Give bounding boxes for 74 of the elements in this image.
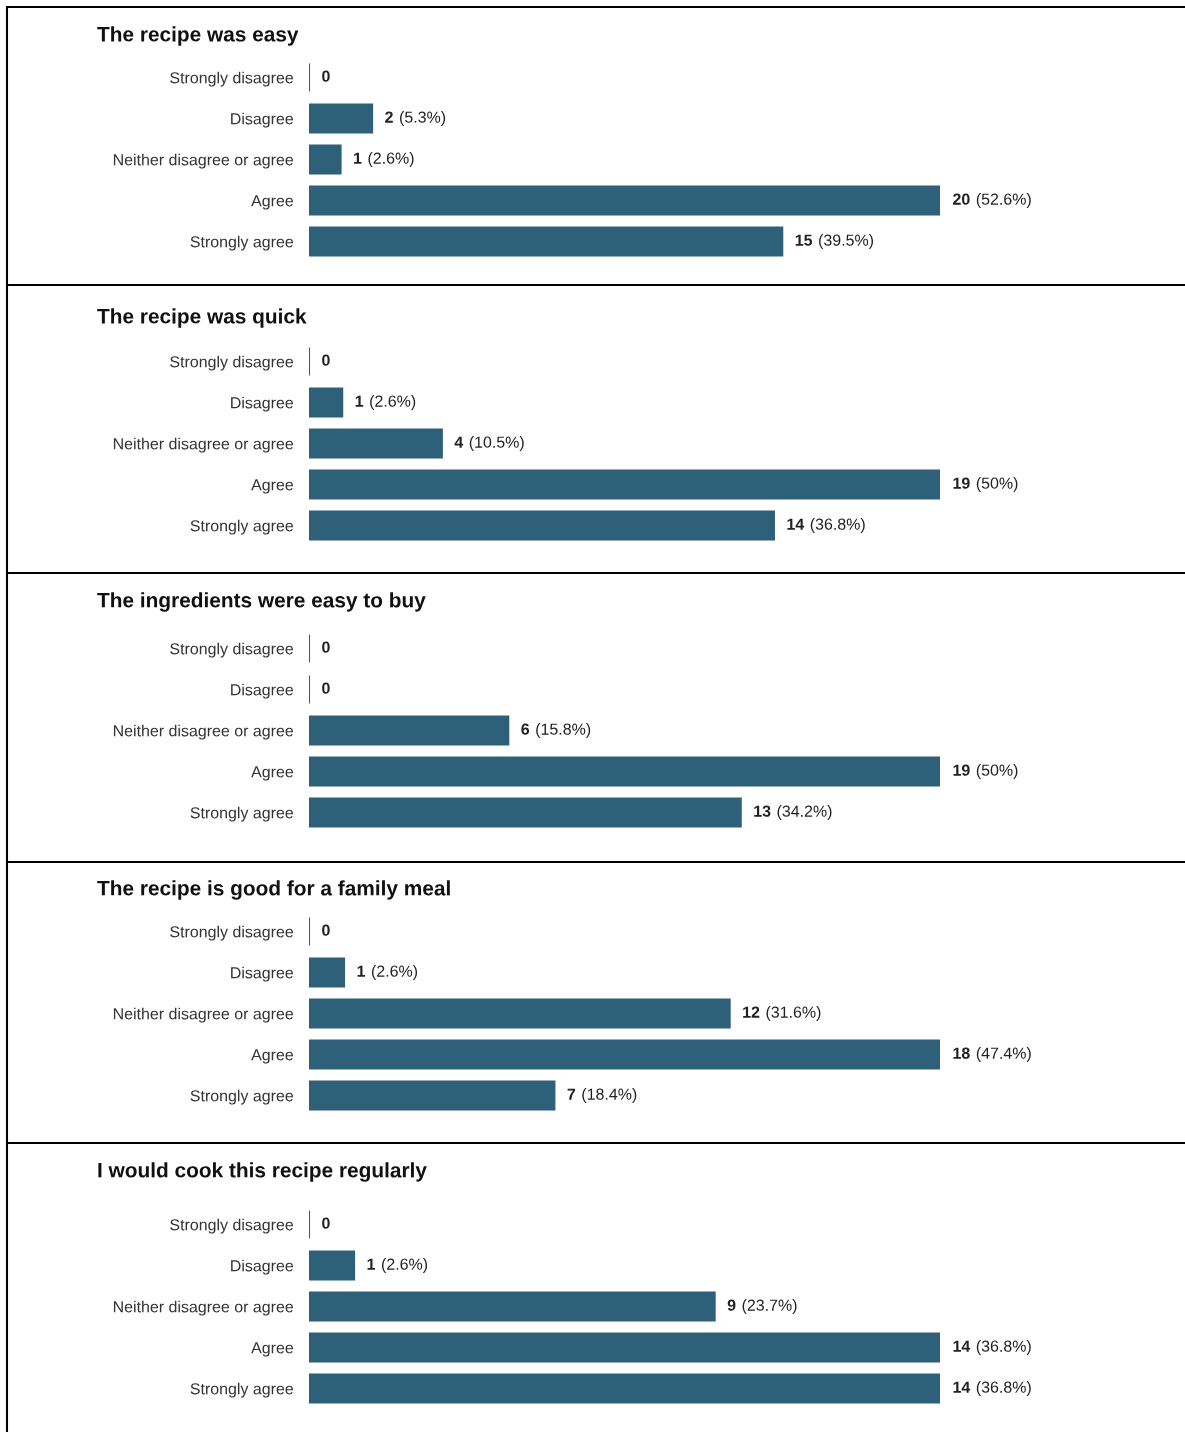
y-tick-label: Agree: [251, 766, 294, 781]
y-tick-label: Strongly agree: [190, 1382, 294, 1398]
y-tick-label: Strongly agree: [190, 235, 294, 251]
y-tick-label: Strongly disagree: [170, 925, 294, 941]
y-tick-label: Agree: [251, 195, 294, 210]
data-label: 0: [322, 70, 330, 82]
data-label: 2 (5.3%): [385, 111, 446, 126]
bar: [309, 1080, 556, 1111]
chart-title: The recipe is good for a family meal: [97, 880, 450, 900]
y-tick-label: Strongly disagree: [170, 642, 294, 658]
y-tick-label: Strongly disagree: [170, 355, 294, 371]
data-label: 20 (52.6%): [953, 193, 1031, 208]
data-label: 18 (47.4%): [953, 1047, 1031, 1062]
y-tick-label: Neither disagree or agree: [113, 724, 294, 740]
y-tick-label: Strongly agree: [190, 806, 294, 822]
y-tick-label: Disagree: [231, 396, 294, 412]
y-tick-label: Disagree: [231, 112, 294, 128]
data-label: 19 (50%): [953, 477, 1018, 492]
bar: [309, 797, 742, 828]
bar: [309, 1332, 940, 1363]
chart-title: The recipe was quick: [97, 308, 307, 328]
y-tick-label: Strongly agree: [190, 1089, 294, 1105]
y-tick-label: Strongly agree: [190, 519, 294, 535]
data-label: 12 (31.6%): [743, 1006, 821, 1021]
y-tick-label: Neither disagree or agree: [113, 1007, 294, 1023]
y-tick-label: Strongly disagree: [170, 1218, 294, 1234]
data-label: 13 (34.2%): [754, 805, 832, 820]
bar: [309, 185, 940, 216]
data-label: 19 (50%): [953, 764, 1018, 779]
data-label: 1 (2.6%): [367, 1258, 428, 1273]
bar: [309, 226, 784, 257]
y-tick-label: Neither disagree or agree: [113, 1300, 294, 1316]
bar: [309, 144, 342, 175]
data-label: 14 (36.8%): [787, 518, 865, 533]
bar: [309, 1373, 940, 1404]
data-label: 1 (2.6%): [355, 395, 416, 410]
y-tick-label: Agree: [251, 1049, 294, 1064]
y-tick-label: Strongly disagree: [170, 71, 294, 87]
y-tick-label: Agree: [251, 479, 294, 494]
data-label: 1 (2.6%): [357, 965, 418, 980]
data-label: 0: [322, 354, 330, 366]
bar: [309, 715, 510, 746]
bar: [309, 1291, 716, 1322]
chart-title: I would cook this recipe regularly: [98, 1162, 427, 1182]
data-label: 9 (23.7%): [727, 1299, 797, 1314]
data-label: 15 (39.5%): [795, 234, 873, 249]
y-tick-label: Agree: [251, 1342, 294, 1357]
data-label: 0: [322, 924, 330, 936]
bar: [309, 756, 940, 787]
y-tick-label: Disagree: [231, 683, 294, 699]
bar: [309, 957, 346, 988]
data-label: 14 (36.8%): [953, 1381, 1031, 1396]
data-label: 7 (18.4%): [567, 1088, 637, 1103]
bar: [309, 1250, 356, 1281]
bar: [309, 510, 775, 541]
y-tick-label: Neither disagree or agree: [113, 437, 294, 453]
data-label: 1 (2.6%): [354, 152, 414, 167]
bar: [309, 469, 940, 500]
bar: [309, 103, 374, 134]
bar: [309, 387, 344, 418]
bar: [309, 1039, 940, 1070]
chart-title: The ingredients were easy to buy: [97, 592, 426, 612]
data-label: 6 (15.8%): [521, 723, 591, 738]
data-label: 0: [322, 682, 330, 694]
bar: [309, 998, 731, 1029]
chart-title: The recipe was easy: [97, 26, 299, 46]
bar: [309, 428, 443, 459]
data-label: 0: [322, 641, 330, 653]
data-label: 0: [322, 1217, 330, 1229]
data-label: 4 (10.5%): [454, 436, 524, 451]
y-tick-label: Neither disagree or agree: [113, 153, 294, 169]
y-tick-label: Disagree: [231, 966, 294, 982]
data-label: 14 (36.8%): [953, 1340, 1031, 1355]
y-tick-label: Disagree: [231, 1259, 294, 1275]
